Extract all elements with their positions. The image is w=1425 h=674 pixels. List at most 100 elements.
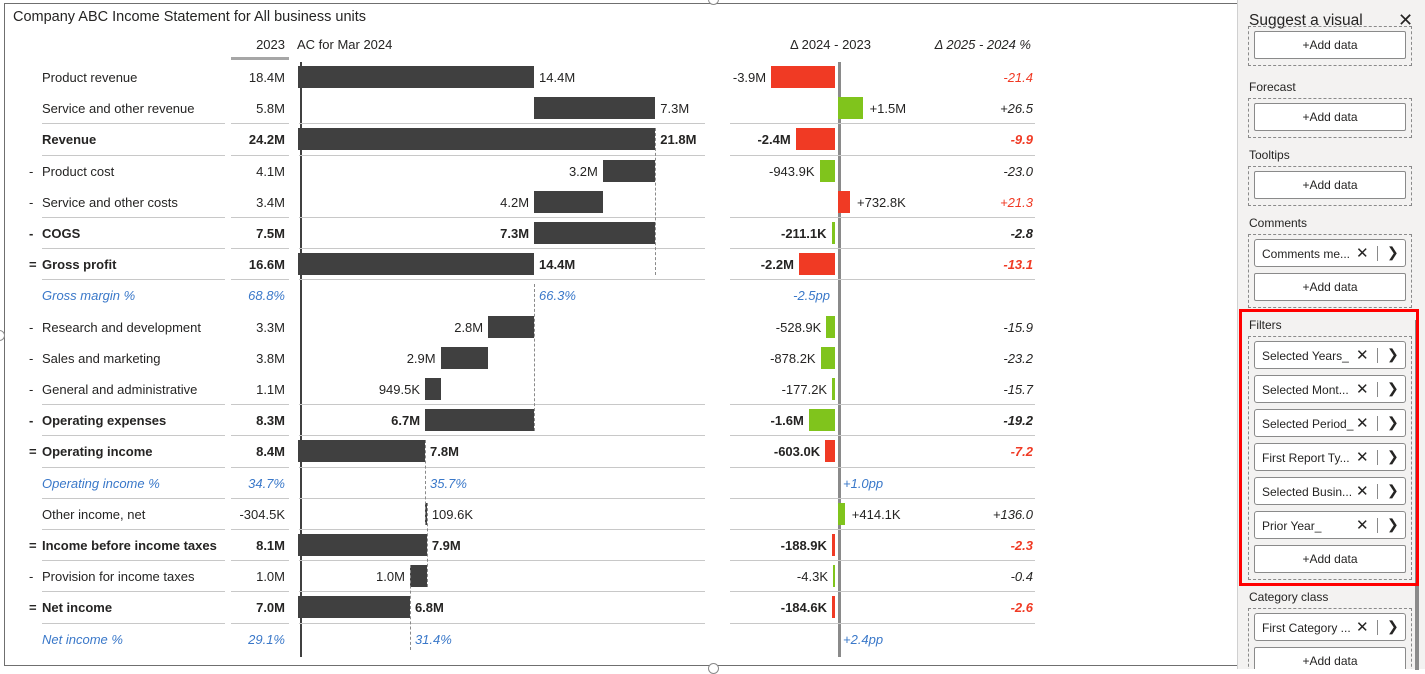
table-row[interactable]: - Product cost 4.1M 3.2M -943.9K -23.0: [5, 156, 1045, 187]
remove-field-icon[interactable]: ✕: [1356, 517, 1369, 534]
table-row[interactable]: - Provision for income taxes 1.0M 1.0M -4.3K…: [5, 561, 1045, 592]
field-pill-label: Selected Period_: [1262, 417, 1354, 431]
field-pill[interactable]: First Report Ty... ✕ ❯: [1254, 443, 1406, 471]
add-data-button[interactable]: +Add data: [1254, 103, 1406, 131]
row-separator: [42, 529, 225, 530]
actual-bar[interactable]: [534, 190, 603, 213]
actual-bar[interactable]: [425, 502, 428, 525]
delta-bar-positive[interactable]: [820, 346, 835, 369]
row-label: Operating income %: [42, 475, 160, 491]
actual-bar[interactable]: [602, 159, 656, 182]
actual-bar[interactable]: [298, 128, 656, 151]
delta-bar-positive[interactable]: [831, 222, 835, 244]
table-row[interactable]: = Net income 7.0M 6.8M -184.6K -2.6: [5, 592, 1045, 623]
remove-field-icon[interactable]: ✕: [1356, 415, 1369, 432]
delta-bar-negative[interactable]: [771, 66, 835, 88]
chevron-right-icon[interactable]: ❯: [1387, 516, 1399, 532]
close-icon[interactable]: ✕: [1398, 10, 1414, 31]
field-pill-label: Comments me...: [1262, 247, 1351, 261]
table-row[interactable]: = Income before income taxes 8.1M 7.9M -188.…: [5, 530, 1045, 561]
actual-bar[interactable]: [425, 409, 534, 432]
delta-bar-positive[interactable]: [826, 315, 835, 338]
add-data-button[interactable]: +Add data: [1254, 273, 1406, 301]
row-separator: [231, 435, 289, 437]
field-pill[interactable]: Selected Years_ ✕ ❯: [1254, 341, 1406, 369]
income-statement-visual[interactable]: Company ABC Income Statement for All bus…: [4, 3, 1254, 666]
waterfall-connector: [655, 128, 657, 276]
add-data-button[interactable]: +Add data: [1254, 647, 1406, 669]
chevron-right-icon[interactable]: ❯: [1387, 414, 1399, 430]
actual-bar[interactable]: [298, 253, 535, 276]
add-data-button[interactable]: +Add data: [1254, 545, 1406, 573]
delta-bar-negative[interactable]: [831, 596, 835, 619]
table-row[interactable]: = Operating income 8.4M 7.8M -603.0K -7.2: [5, 436, 1045, 467]
chevron-right-icon[interactable]: ❯: [1387, 380, 1399, 396]
field-pill[interactable]: Prior Year_ ✕ ❯: [1254, 511, 1406, 539]
table-row[interactable]: Product revenue 18.4M 14.4M -3.9M -21.4: [5, 62, 1045, 93]
actual-bar[interactable]: [425, 378, 441, 400]
chevron-right-icon[interactable]: ❯: [1387, 618, 1399, 634]
table-row[interactable]: Gross margin % 68.8% 66.3% -2.5pp: [5, 280, 1045, 311]
actual-bar[interactable]: [440, 346, 489, 369]
delta-bar-positive[interactable]: [838, 97, 863, 120]
table-row[interactable]: - Research and development 3.3M 2.8M -528.9K…: [5, 312, 1045, 343]
actual-bar[interactable]: [298, 596, 410, 619]
add-data-button[interactable]: +Add data: [1254, 31, 1406, 59]
field-pill[interactable]: Selected Mont... ✕ ❯: [1254, 375, 1406, 403]
add-data-button[interactable]: +Add data: [1254, 171, 1406, 199]
header-delta-abs: Δ 2024 - 2023: [790, 37, 871, 52]
delta-bar-positive[interactable]: [832, 378, 835, 400]
delta-value-label: -3.9M: [732, 70, 767, 85]
delta-bar-negative[interactable]: [825, 440, 835, 463]
actual-bar[interactable]: [298, 66, 535, 88]
table-row[interactable]: Other income, net -304.5K 109.6K +414.1K +13…: [5, 499, 1045, 530]
table-row[interactable]: - Sales and marketing 3.8M 2.9M -878.2K -23.2: [5, 343, 1045, 374]
remove-field-icon[interactable]: ✕: [1356, 483, 1369, 500]
delta-bar-negative[interactable]: [795, 128, 835, 151]
delta-bar-positive[interactable]: [819, 159, 835, 182]
row-separator: [231, 154, 289, 156]
chevron-right-icon[interactable]: ❯: [1387, 482, 1399, 498]
delta-bar-negative[interactable]: [831, 534, 835, 556]
waterfall-connector: [425, 440, 427, 525]
table-row[interactable]: - General and administrative 1.1M 949.5K -17…: [5, 374, 1045, 405]
field-well: First Category ... ✕ ❯ +Add data: [1248, 608, 1412, 669]
remove-field-icon[interactable]: ✕: [1356, 347, 1369, 364]
field-pill[interactable]: Comments me... ✕ ❯: [1254, 239, 1406, 267]
table-row[interactable]: - Service and other costs 3.4M 4.2M +732.8K +…: [5, 187, 1045, 218]
table-row[interactable]: - Operating expenses 8.3M 6.7M -1.6M -19.2: [5, 405, 1045, 436]
table-row[interactable]: Operating income % 34.7% 35.7% +1.0pp: [5, 468, 1045, 499]
actual-bar[interactable]: [409, 565, 427, 588]
delta-pp-label: +1.0pp: [843, 475, 884, 491]
actual-bar[interactable]: [534, 222, 656, 244]
actual-bar[interactable]: [298, 534, 427, 556]
field-pill[interactable]: Selected Period_ ✕ ❯: [1254, 409, 1406, 437]
delta-bar-positive[interactable]: [833, 565, 835, 588]
field-pill[interactable]: First Category ... ✕ ❯: [1254, 613, 1406, 641]
table-row[interactable]: = Gross profit 16.6M 14.4M -2.2M -13.1: [5, 249, 1045, 280]
remove-field-icon[interactable]: ✕: [1356, 449, 1369, 466]
remove-field-icon[interactable]: ✕: [1356, 245, 1369, 262]
chevron-right-icon[interactable]: ❯: [1387, 346, 1399, 362]
table-row[interactable]: Service and other revenue 5.8M 7.3M +1.5M +2…: [5, 93, 1045, 124]
actual-bar[interactable]: [488, 315, 534, 338]
chevron-right-icon[interactable]: ❯: [1387, 448, 1399, 464]
delta-bar-positive[interactable]: [838, 502, 845, 525]
remove-field-icon[interactable]: ✕: [1356, 381, 1369, 398]
remove-field-icon[interactable]: ✕: [1356, 619, 1369, 636]
field-pill[interactable]: Selected Busin... ✕ ❯: [1254, 477, 1406, 505]
table-row[interactable]: - COGS 7.5M 7.3M -211.1K -2.8: [5, 218, 1045, 249]
delta-value-label: -188.9K: [780, 538, 827, 553]
table-row[interactable]: Revenue 24.2M 21.8M -2.4M -9.9: [5, 124, 1045, 155]
delta-bar-positive[interactable]: [808, 409, 835, 432]
row-label: Revenue: [42, 132, 97, 148]
chevron-right-icon[interactable]: ❯: [1387, 244, 1399, 260]
table-row[interactable]: Net income % 29.1% 31.4% +2.4pp: [5, 624, 1045, 655]
row-separator: [42, 435, 225, 437]
actual-bar[interactable]: [534, 97, 656, 120]
delta-bar-negative[interactable]: [838, 190, 850, 213]
delta-bar-negative[interactable]: [798, 253, 835, 276]
pane-scrollbar[interactable]: [1415, 320, 1419, 670]
actual-bar[interactable]: [298, 440, 426, 463]
row-sign: -: [29, 382, 34, 397]
